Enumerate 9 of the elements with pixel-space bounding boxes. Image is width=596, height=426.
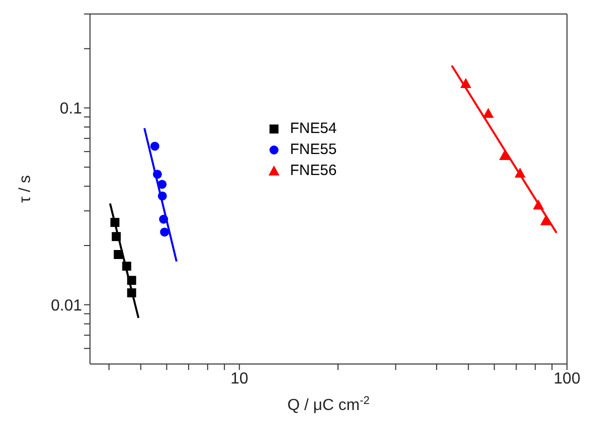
y-axis-title: τ / s (17, 175, 34, 203)
x-tick-label: 10 (230, 370, 248, 388)
legend-label: FNE56 (290, 162, 337, 179)
y-tick-label: 0.1 (60, 100, 82, 118)
legend-label: FNE55 (290, 141, 337, 158)
y-tick-label: 0.01 (50, 297, 82, 314)
x-axis-title: Q / μC cm$^{-2}$ (287, 395, 370, 414)
legend-label: FNE54 (290, 120, 337, 137)
x-tick-label: 100 (554, 370, 580, 388)
